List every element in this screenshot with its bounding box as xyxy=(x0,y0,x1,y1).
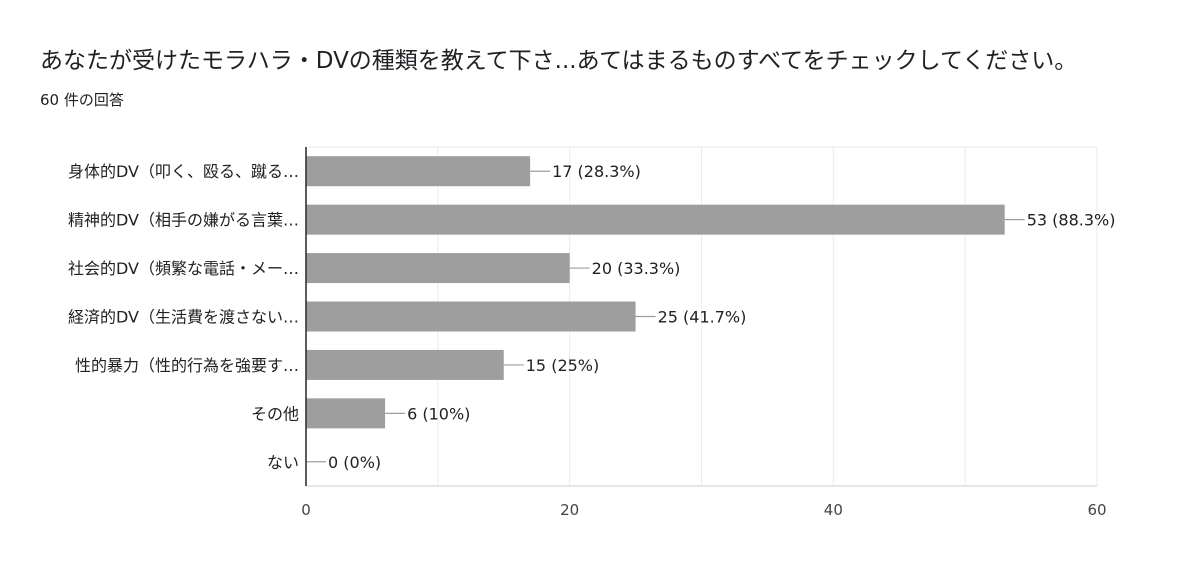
category-label: 社会的DV（頻繁な電話・メー… xyxy=(68,259,299,278)
bar xyxy=(306,156,531,187)
x-tick-label: 20 xyxy=(560,501,579,519)
data-label: 17 (28.3%) xyxy=(552,162,641,181)
data-label: 15 (25%) xyxy=(526,356,600,375)
data-label: 25 (41.7%) xyxy=(658,308,747,327)
category-label: ない xyxy=(267,453,299,472)
x-tick-label: 40 xyxy=(824,501,843,519)
bar xyxy=(306,349,504,380)
response-count: 60 件の回答 xyxy=(40,91,124,109)
data-label: 0 (0%) xyxy=(328,453,381,472)
category-label: 身体的DV（叩く、殴る、蹴る… xyxy=(68,162,299,181)
data-label: 53 (88.3%) xyxy=(1027,211,1116,230)
category-label: 経済的DV（生活費を渡さない… xyxy=(68,308,299,327)
chart-title: あなたが受けたモラハラ・DVの種類を教えて下さ...あてはまるものすべてをチェッ… xyxy=(40,48,1078,74)
bar xyxy=(306,204,1005,235)
category-label: 精神的DV（相手の嫌がる言葉… xyxy=(68,211,299,230)
category-label: その他 xyxy=(251,404,299,423)
x-tick-label: 60 xyxy=(1087,501,1106,519)
category-label: 性的暴力（性的行為を強要す… xyxy=(75,356,299,375)
x-tick-label: 0 xyxy=(301,501,311,519)
bar xyxy=(306,301,636,332)
bar xyxy=(306,398,386,429)
bar xyxy=(306,253,570,284)
data-label: 20 (33.3%) xyxy=(592,259,681,278)
data-label: 6 (10%) xyxy=(407,404,470,423)
